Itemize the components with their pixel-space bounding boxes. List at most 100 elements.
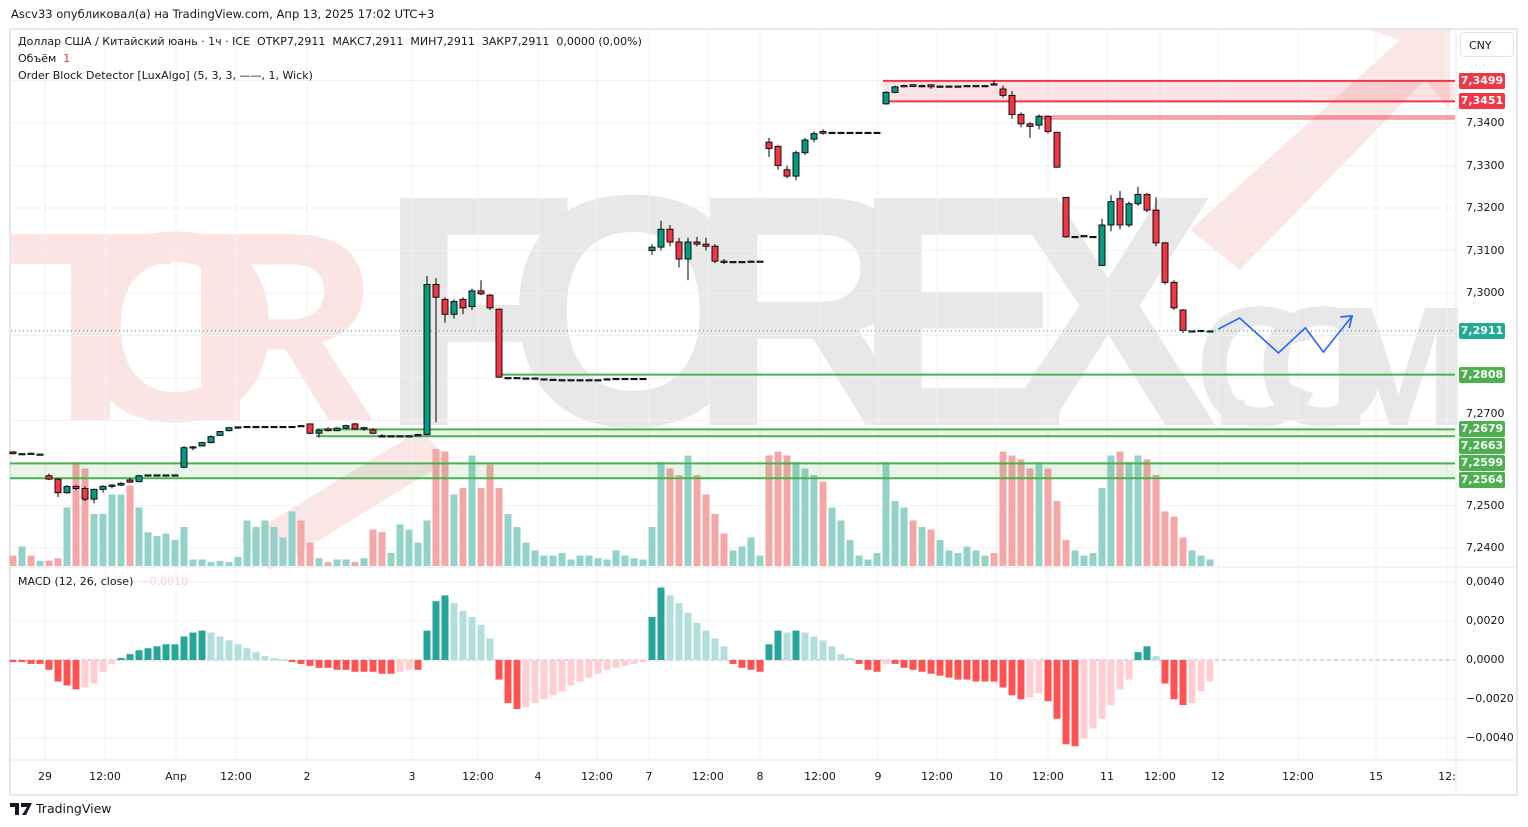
volume-bar [729, 550, 737, 566]
macd-bar [504, 660, 512, 704]
macd-bar [630, 660, 638, 664]
volume-bar [288, 511, 296, 566]
candle-body [648, 246, 656, 251]
macd-bar [945, 660, 953, 678]
candle-body [630, 377, 638, 381]
volume-bar [1161, 511, 1169, 566]
macd-bar [1089, 660, 1097, 729]
macd-bar [657, 587, 665, 660]
macd-bar [765, 644, 773, 660]
candle-body [342, 425, 350, 429]
macd-bar [252, 652, 260, 660]
volume-bar [396, 524, 404, 566]
macd-bar [351, 660, 359, 672]
volume-bar [234, 556, 242, 566]
candle-body [729, 261, 737, 264]
indicator-legend[interactable]: Order Block Detector [LuxAlgo] (5, 3, 3,… [18, 69, 313, 82]
currency-button[interactable]: CNY [1460, 32, 1514, 57]
candle-body [549, 378, 557, 381]
macd-bar [36, 660, 44, 664]
candle-body [243, 426, 251, 429]
order-block-zone [1036, 116, 1455, 119]
candle-body [108, 484, 116, 487]
time-tick-label: 12:00 [1282, 770, 1314, 783]
price-tick-label: 7,3400 [1466, 116, 1505, 129]
volume-bar [828, 507, 836, 566]
tradingview-brand: TradingView [36, 801, 112, 816]
macd-bar [297, 660, 305, 664]
macd-bar [882, 660, 890, 664]
watermark-tor: TOR [8, 177, 378, 478]
time-tick-label: 12:00 [89, 770, 121, 783]
macd-bar [153, 646, 161, 660]
time-tick-label: 12:00 [462, 770, 494, 783]
volume-bar [648, 527, 656, 566]
time-tick-label: 12:00 [581, 770, 613, 783]
macd-legend[interactable]: MACD (12, 26, close) −0,0010 [18, 575, 188, 588]
macd-tick-label: −0,0040 [1466, 731, 1514, 745]
macd-bar [306, 660, 314, 666]
time-tick-label: 12:00 [1144, 770, 1176, 783]
macd-bar [927, 660, 935, 674]
candle-body [153, 474, 161, 477]
macd-bar [621, 660, 629, 666]
volume-bar [306, 542, 314, 566]
overlays [11, 315, 1455, 355]
volume-bar [1134, 455, 1142, 566]
candle-body [459, 298, 467, 309]
candle-body [603, 378, 611, 381]
macd-bar [432, 601, 440, 660]
macd-bar [576, 660, 584, 682]
macd-bar [495, 660, 503, 680]
candle-body [1152, 209, 1160, 244]
volume-bar [630, 558, 638, 566]
volume-bar [135, 507, 143, 566]
volume-bar [909, 520, 917, 566]
tradingview-logo[interactable]: TradingView [10, 801, 112, 816]
candle-body [639, 377, 647, 381]
macd-bar [450, 603, 458, 660]
candle-body [837, 131, 845, 135]
macd-bar [1107, 660, 1115, 706]
candle-body [846, 131, 854, 135]
macd-bar [531, 660, 539, 704]
publisher-caption: Ascv33 опубликовал(а) на TradingView.com… [11, 7, 435, 21]
volume-bar [414, 542, 422, 566]
macd-bar [837, 654, 845, 660]
volume-bar [711, 514, 719, 566]
volume-bar [36, 560, 44, 566]
time-tick-label: 15 [1369, 770, 1383, 783]
volume-bar [1062, 540, 1070, 566]
candle-body [1080, 235, 1088, 238]
volume-legend[interactable]: Объём 1 [18, 52, 70, 65]
price-badge: 7,2663 [1459, 438, 1505, 455]
volume-bar [1197, 555, 1205, 566]
candle-body [504, 377, 512, 380]
volume-bar [261, 520, 269, 566]
candle-body [513, 377, 521, 380]
candle-body [684, 241, 692, 260]
volume-bar [252, 527, 260, 566]
macd-bar [1134, 652, 1142, 660]
symbol-legend[interactable]: Доллар США / Китайский юань · 1ч · ICE О… [18, 35, 642, 48]
macd-bar [756, 660, 764, 672]
time-tick-label: 29 [38, 770, 52, 783]
volume-bar [684, 455, 692, 566]
volume-bar [459, 488, 467, 566]
price-badge: 7,2679 [1459, 421, 1505, 438]
candle-body [1008, 94, 1016, 115]
volume-bar [621, 555, 629, 566]
candle-body [1062, 196, 1070, 238]
candle-body [567, 379, 575, 382]
candles [9, 80, 1214, 504]
candle-body [774, 145, 782, 166]
macd-bar [180, 636, 188, 660]
macd-bar [1206, 660, 1214, 682]
volume-bars [9, 449, 1214, 566]
candle-body [369, 429, 377, 434]
macd-bar [738, 660, 746, 668]
candle-body [1179, 309, 1187, 331]
candle-body [756, 260, 764, 263]
macd-bar [747, 660, 755, 670]
